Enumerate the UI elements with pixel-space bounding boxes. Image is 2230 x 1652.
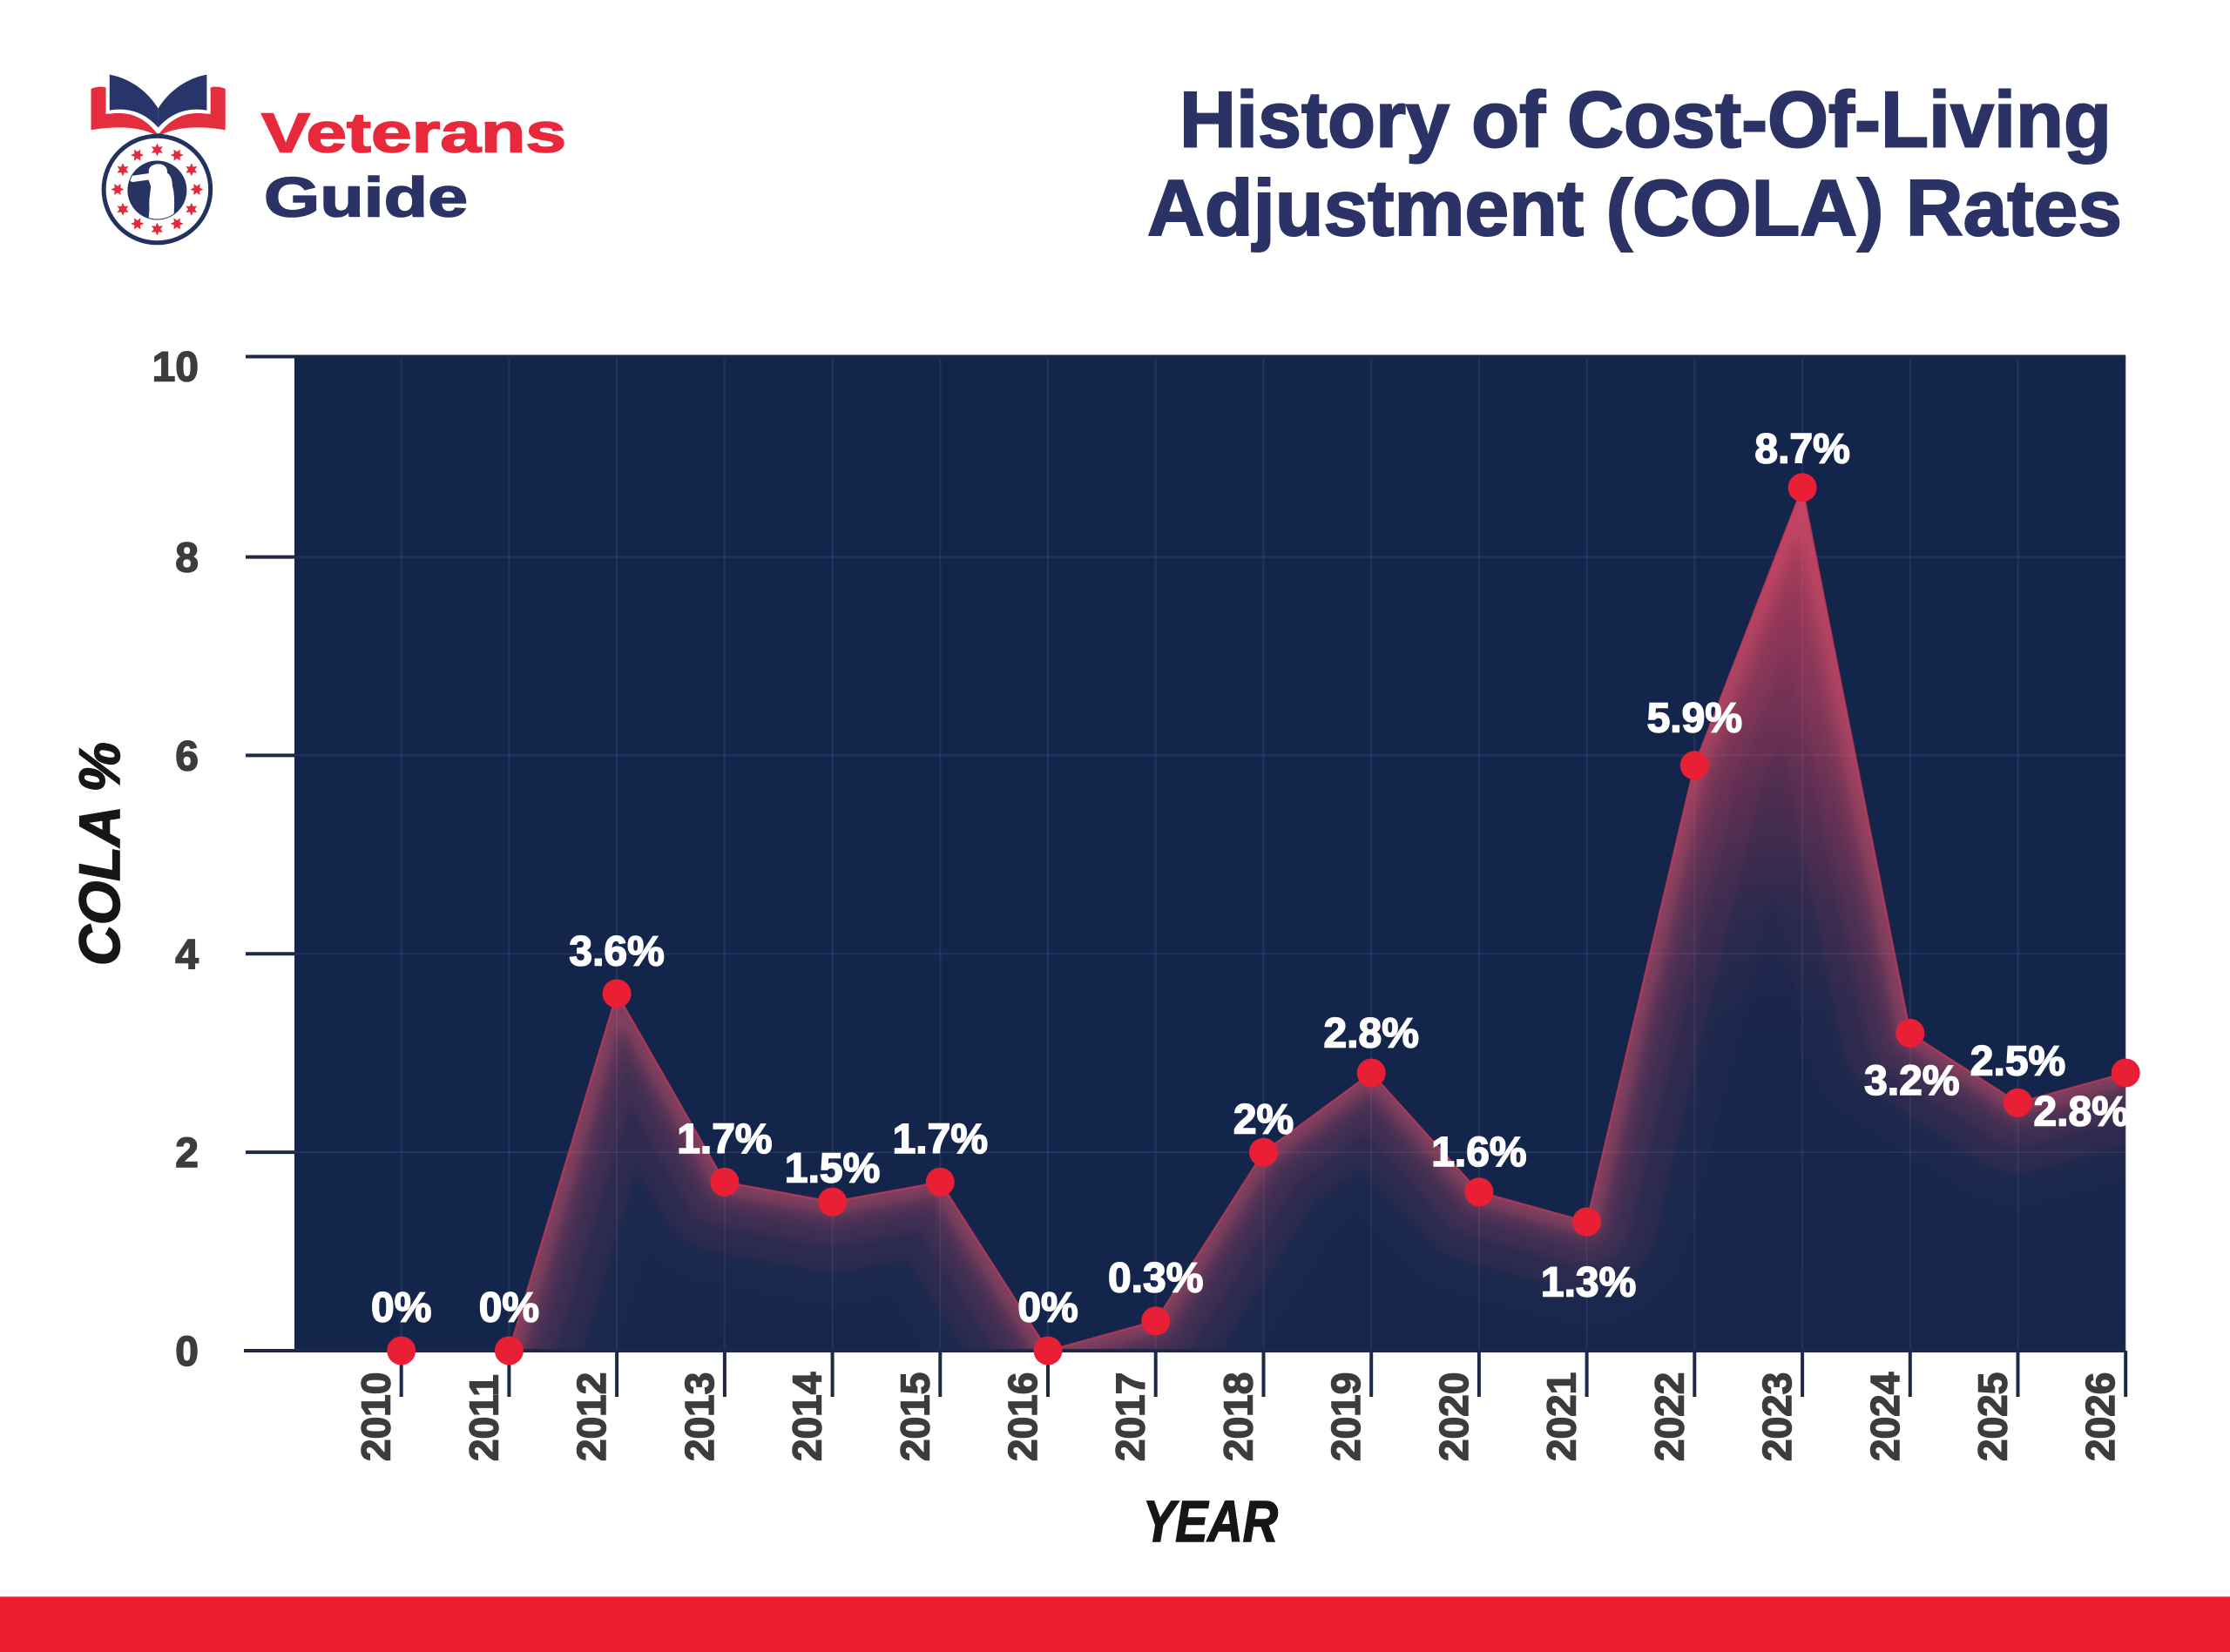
svg-text:8.7%: 8.7% <box>1754 426 1849 472</box>
svg-text:2019: 2019 <box>1323 1372 1368 1461</box>
svg-text:8: 8 <box>175 536 199 582</box>
svg-text:Guide: Guide <box>264 166 468 229</box>
svg-text:3.2%: 3.2% <box>1864 1058 1959 1104</box>
svg-text:1.5%: 1.5% <box>785 1146 880 1192</box>
svg-text:2010: 2010 <box>354 1372 399 1461</box>
svg-text:2026: 2026 <box>2078 1372 2123 1461</box>
svg-text:2015: 2015 <box>892 1372 937 1461</box>
svg-text:2.8%: 2.8% <box>1323 1011 1418 1057</box>
svg-text:2012: 2012 <box>569 1372 614 1461</box>
svg-text:Adjustment (COLA) Rates: Adjustment (COLA) Rates <box>1147 165 2122 253</box>
svg-text:0%: 0% <box>371 1285 431 1332</box>
svg-text:2014: 2014 <box>785 1372 830 1461</box>
svg-text:6: 6 <box>175 733 199 779</box>
svg-text:2021: 2021 <box>1539 1372 1585 1461</box>
svg-text:2.5%: 2.5% <box>1970 1039 2065 1085</box>
svg-text:2020: 2020 <box>1431 1372 1477 1461</box>
svg-text:COLA %: COLA % <box>67 742 132 966</box>
svg-text:5.9%: 5.9% <box>1647 695 1742 741</box>
svg-text:2023: 2023 <box>1754 1372 1800 1461</box>
svg-text:1.6%: 1.6% <box>1431 1129 1526 1176</box>
svg-text:1.7%: 1.7% <box>893 1116 988 1163</box>
svg-text:0%: 0% <box>479 1285 539 1332</box>
svg-text:2%: 2% <box>1233 1097 1294 1143</box>
svg-text:History of Cost-Of-Living: History of Cost-Of-Living <box>1179 77 2112 165</box>
svg-text:0%: 0% <box>1017 1285 1078 1332</box>
svg-text:2: 2 <box>175 1130 199 1177</box>
svg-text:0.3%: 0.3% <box>1108 1255 1203 1301</box>
svg-text:0: 0 <box>175 1329 199 1375</box>
svg-text:4: 4 <box>175 932 199 978</box>
svg-text:2013: 2013 <box>677 1372 722 1461</box>
svg-text:2016: 2016 <box>1000 1372 1045 1461</box>
svg-text:2018: 2018 <box>1216 1372 1261 1461</box>
svg-text:2017: 2017 <box>1108 1372 1153 1461</box>
svg-text:10: 10 <box>152 345 199 391</box>
svg-text:2024: 2024 <box>1862 1372 1908 1461</box>
svg-text:1.7%: 1.7% <box>677 1116 772 1163</box>
svg-text:3.6%: 3.6% <box>569 928 664 974</box>
svg-text:2025: 2025 <box>1970 1372 2016 1461</box>
svg-text:2.8%: 2.8% <box>2033 1089 2128 1136</box>
svg-text:1.3%: 1.3% <box>1541 1259 1636 1305</box>
svg-text:YEAR: YEAR <box>1143 1489 1278 1554</box>
svg-text:2022: 2022 <box>1646 1372 1692 1461</box>
svg-text:2011: 2011 <box>461 1374 506 1461</box>
svg-text:Veterans: Veterans <box>261 102 566 165</box>
